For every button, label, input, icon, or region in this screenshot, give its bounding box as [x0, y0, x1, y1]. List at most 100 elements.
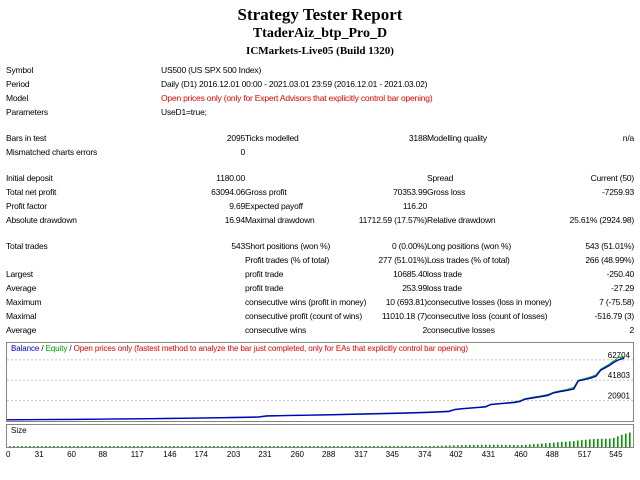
stat-value: 3188: [408, 133, 427, 143]
stat-label: Absolute drawdown: [6, 215, 77, 225]
stat-value: 7 (-75.58): [599, 297, 635, 307]
stat-label: Initial deposit: [6, 173, 53, 183]
legend-balance-label: Balance: [11, 344, 40, 353]
report-row: Maximum consecutive wins (profit in money…: [6, 295, 634, 309]
svg-text:20901: 20901: [608, 392, 631, 401]
report-row: Profit trades (% of total) 277 (51.01%) Lo…: [6, 253, 634, 267]
stat-label: Bars in test: [6, 133, 47, 143]
chart-main-panel: 62704 41803 20901 Balance / Equity / Open …: [6, 342, 634, 422]
x-tick-label: 517: [577, 450, 592, 459]
stat-value: 70353.99: [393, 187, 427, 197]
stat-label: consecutive losses: [427, 325, 495, 335]
x-tick-label: 460: [514, 450, 528, 459]
x-tick-label: 260: [290, 450, 304, 459]
spacer-row: [6, 159, 634, 171]
stat-value: [161, 323, 245, 337]
stat-value: 63094.06: [211, 187, 245, 197]
x-tick-label: 488: [545, 450, 559, 459]
x-tick-label: 146: [163, 450, 177, 459]
stat-label: [427, 199, 545, 213]
stat-label: loss trade: [427, 283, 462, 293]
legend-model-note: Open prices only (fastest method to anal…: [73, 344, 468, 353]
stat-label: Loss trades (% of total): [427, 255, 510, 265]
stat-value: [161, 267, 245, 281]
stat-label: loss trade: [427, 269, 462, 279]
stat-label: Long positions (won %): [427, 241, 511, 251]
report-row: Profit factor 9.69 Expected payoff 116.20: [6, 199, 634, 213]
stat-label: [245, 171, 357, 185]
row-value: US500 (US SPX 500 Index): [161, 65, 262, 75]
stat-value: 0: [240, 147, 245, 157]
stat-value: 10685.40: [393, 269, 427, 279]
row-label: Model: [6, 93, 29, 103]
stat-value: [161, 253, 245, 267]
stat-label: Average: [6, 325, 37, 335]
x-tick-label: 431: [481, 450, 496, 459]
svg-text:41803: 41803: [608, 371, 631, 380]
stat-label: Short positions (won %): [245, 241, 331, 251]
row-value: Open prices only (only for Expert Adviso…: [161, 93, 433, 103]
report-table: Symbol US500 (US SPX 500 Index) Period Dail…: [6, 63, 634, 337]
stat-value: 16.94: [224, 215, 245, 225]
row-label: Parameters: [6, 107, 48, 117]
stat-value: 25.61% (2924.98): [569, 215, 635, 225]
stat-label: consecutive loss (count of losses): [427, 311, 548, 321]
stat-label: Modelling quality: [427, 133, 487, 143]
stat-value: 277 (51.01%): [378, 255, 427, 265]
stat-label: Maximal: [6, 311, 37, 321]
stat-value: 266 (48.99%): [585, 255, 635, 265]
stat-value: -250.40: [606, 269, 635, 279]
stat-value: n/a: [622, 133, 635, 143]
stat-label: Largest: [6, 269, 33, 279]
stat-label: Profit trades (% of total): [245, 255, 330, 265]
report-row: Average consecutive wins 2 consecutive loss…: [6, 323, 634, 337]
stat-value: 10 (693.81): [385, 297, 427, 307]
balance-equity-plot: 62704 41803 20901: [7, 351, 633, 421]
spacer-row: [6, 227, 634, 239]
stat-value: -27.29: [611, 283, 635, 293]
report-row: Symbol US500 (US SPX 500 Index): [6, 63, 634, 77]
stat-value: [161, 309, 245, 323]
stat-label: Ticks modelled: [245, 133, 299, 143]
svg-text:62704: 62704: [608, 351, 631, 360]
stat-label: Expected payoff: [245, 201, 303, 211]
chart-x-axis: 0 31 60 88 117 146 174 203 231 260 288 317 345 374 402…: [6, 450, 634, 462]
stat-value: 1180.00: [216, 173, 245, 183]
x-tick-label: 288: [321, 450, 336, 459]
report-row: Average profit trade 253.99 loss trade -27.2…: [6, 281, 634, 295]
stat-label: profit trade: [245, 269, 284, 279]
stat-label: Mismatched charts errors: [6, 147, 98, 157]
report-title: Strategy Tester Report: [237, 5, 403, 24]
stat-value: 11010.18 (7): [381, 311, 427, 321]
x-tick-label: 60: [67, 450, 76, 459]
x-tick-label: 203: [226, 450, 241, 459]
stat-value: [161, 295, 245, 309]
x-tick-label: 31: [34, 450, 44, 459]
report-row: Parameters UseD1=true;: [6, 105, 634, 119]
stat-value: 11712.59 (17.57%): [358, 215, 427, 225]
chart-legend: Balance / Equity / Open prices only (fas…: [11, 344, 468, 353]
legend-equity-label: Equity: [45, 344, 68, 353]
report-row: Model Open prices only (only for Expert A…: [6, 91, 634, 105]
stat-label: consecutive wins (profit in money): [245, 297, 367, 307]
row-value: Daily (D1) 2016.12.01 00:00 - 2021.03.01…: [161, 79, 428, 89]
trade-size-bars: [9, 432, 631, 447]
stat-value: 9.69: [229, 201, 245, 211]
x-tick-label: 374: [418, 450, 432, 459]
x-tick-label: 545: [609, 450, 623, 459]
stat-label: Total trades: [6, 241, 48, 251]
report-row: Initial deposit 1180.00 Spread Current (50): [6, 171, 634, 185]
stat-label: consecutive profit (count of wins): [245, 311, 362, 321]
stat-value: [357, 145, 427, 159]
x-tick-label: 317: [354, 450, 368, 459]
stat-label: consecutive losses (loss in money): [427, 297, 552, 307]
report-row: Mismatched charts errors 0: [6, 145, 634, 159]
legend-separator: /: [67, 344, 74, 353]
stat-label: Maximal drawdown: [245, 215, 315, 225]
stat-value: -516.79 (3): [594, 311, 635, 321]
report-row: Maximal consecutive profit (count of wins…: [6, 309, 634, 323]
stat-label: Maximum: [6, 297, 42, 307]
stat-label: [245, 145, 357, 159]
spacer-row: [6, 119, 634, 131]
